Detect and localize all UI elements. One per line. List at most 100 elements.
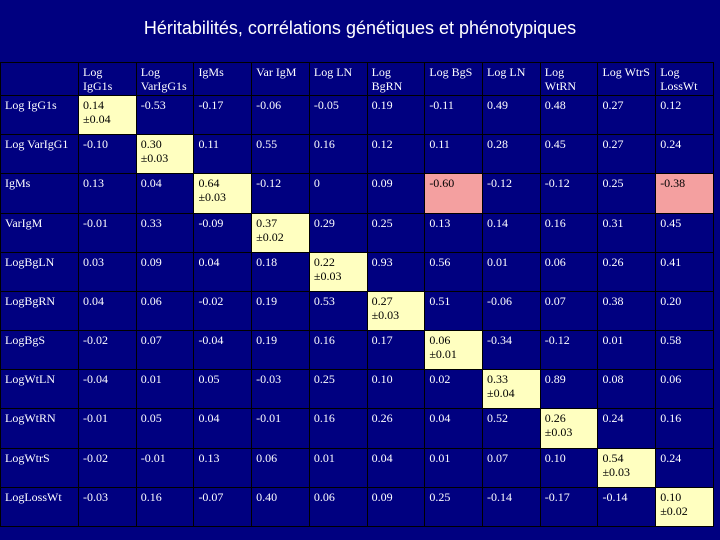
table-row: IgMs 0.13 0.04 0.64 ±0.03 -0.12 0 0.09 -0.60 -0.…: [0, 173, 714, 214]
correlation-cell: -0.09: [193, 212, 253, 253]
correlation-cell: 0.58: [655, 330, 714, 371]
heritability-cell: 0.33 ±0.04: [482, 369, 541, 410]
correlation-cell: 0.14: [482, 212, 541, 253]
column-header: Log VarIgG1s: [135, 62, 195, 96]
correlation-cell: 0.16: [655, 408, 714, 449]
correlation-cell: 0.16: [308, 330, 368, 371]
correlation-cell: 0.27: [597, 94, 657, 136]
correlation-cell: 0.45: [655, 212, 714, 253]
correlation-cell: 0.02: [424, 369, 484, 410]
correlation-cell: 0.01: [482, 251, 541, 292]
correlation-cell: -0.12: [539, 330, 599, 371]
table-row: VarIgM -0.01 0.33 -0.09 0.37 ±0.02 0.29 0.25 0.…: [0, 212, 714, 253]
correlation-cell: 0.08: [597, 369, 657, 410]
correlation-cell: 0.19: [251, 290, 310, 332]
correlation-cell: -0.02: [78, 330, 137, 371]
correlation-cell: 0.33: [135, 212, 195, 253]
header-row: Log IgG1s Log VarIgG1s IgMs Var IgM Log …: [0, 62, 714, 96]
correlation-cell: 0.07: [482, 447, 541, 488]
correlation-cell: 0.25: [308, 369, 368, 410]
row-header: IgMs: [0, 173, 79, 214]
column-header: Log IgG1s: [78, 62, 137, 96]
correlation-cell: 0.01: [424, 447, 484, 488]
table-row: Log VarIgG1 -0.10 0.30 ±0.03 0.11 0.55 0.16 0.…: [0, 134, 714, 175]
correlation-cell: 0.24: [655, 134, 714, 175]
correlation-cell: -0.06: [482, 290, 541, 332]
table-row: LogWtrS -0.02 -0.01 0.13 0.06 0.01 0.04 0.01 0.0…: [0, 447, 714, 488]
row-header: LogBgRN: [0, 290, 79, 332]
correlation-cell: 0.25: [424, 486, 484, 528]
row-header: LogWtLN: [0, 369, 79, 410]
correlation-cell: 0.04: [135, 173, 195, 214]
correlation-cell: 0.18: [251, 251, 310, 292]
correlation-cell: 0.10: [366, 369, 426, 410]
correlation-cell: 0.07: [539, 290, 599, 332]
table-row: LogBgRN 0.04 0.06 -0.02 0.19 0.53 0.27 ±0.03 0.…: [0, 290, 714, 332]
heritability-cell: 0.64 ±0.03: [193, 173, 253, 214]
correlation-cell: -0.06: [251, 94, 310, 136]
heritability-cell: 0.27 ±0.03: [366, 290, 426, 332]
correlation-cell: -0.53: [135, 94, 195, 136]
correlation-cell: 0.29: [308, 212, 368, 253]
correlation-cell: 0.17: [366, 330, 426, 371]
correlation-cell: 0.05: [193, 369, 253, 410]
heritability-cell: 0.30 ±0.03: [135, 134, 195, 175]
column-header: Var IgM: [251, 62, 310, 96]
correlation-cell: -0.03: [251, 369, 310, 410]
column-header: Log LN: [482, 62, 541, 96]
row-header: LogWtrS: [0, 447, 79, 488]
correlation-cell: 0: [308, 173, 368, 214]
correlation-cell: -0.01: [78, 212, 137, 253]
correlation-cell: 0.25: [366, 212, 426, 253]
correlation-cell: 0.06: [539, 251, 599, 292]
correlation-cell: 0.11: [193, 134, 253, 175]
correlation-cell: 0.13: [78, 173, 137, 214]
correlation-cell: 0.16: [308, 134, 368, 175]
correlation-cell: -0.34: [482, 330, 541, 371]
correlation-cell: 0.13: [193, 447, 253, 488]
correlation-cell: 0.13: [424, 212, 484, 253]
column-header: Log BgRN: [366, 62, 426, 96]
heritability-cell: 0.14 ±0.04: [78, 94, 137, 136]
correlation-cell: -0.03: [78, 486, 137, 528]
correlation-cell: 0.06: [308, 486, 368, 528]
correlation-cell: 0.53: [308, 290, 368, 332]
correlation-cell: 0.06: [135, 290, 195, 332]
heritability-cell: 0.26 ±0.03: [539, 408, 599, 449]
correlation-cell: 0.04: [424, 408, 484, 449]
correlation-cell: 0.19: [366, 94, 426, 136]
correlation-cell: -0.02: [78, 447, 137, 488]
correlation-cell: -0.11: [424, 94, 484, 136]
highlighted-correlation-cell: -0.60: [424, 173, 484, 214]
correlation-cell: 0.09: [135, 251, 195, 292]
correlation-cell: 0.56: [424, 251, 484, 292]
correlation-cell: 0.04: [78, 290, 137, 332]
correlation-cell: -0.02: [193, 290, 253, 332]
correlation-cell: -0.05: [308, 94, 368, 136]
correlation-cell: 0.11: [424, 134, 484, 175]
correlation-cell: 0.07: [135, 330, 195, 371]
correlation-cell: 0.20: [655, 290, 714, 332]
correlation-cell: 0.51: [424, 290, 484, 332]
correlation-cell: -0.17: [193, 94, 253, 136]
correlation-cell: 0.25: [597, 173, 657, 214]
table-row: LogWtRN -0.01 0.05 0.04 -0.01 0.16 0.26 0.04 0.5…: [0, 408, 714, 449]
correlation-cell: 0.01: [308, 447, 368, 488]
correlation-cell: 0.16: [308, 408, 368, 449]
correlation-cell: -0.04: [193, 330, 253, 371]
correlation-cell: 0.03: [78, 251, 137, 292]
correlation-cell: -0.17: [539, 486, 599, 528]
correlation-cell: 0.24: [655, 447, 714, 488]
correlation-cell: 0.06: [655, 369, 714, 410]
correlation-cell: 0.19: [251, 330, 310, 371]
correlation-cell: 0.12: [655, 94, 714, 136]
correlation-cell: -0.14: [597, 486, 657, 528]
highlighted-correlation-cell: -0.38: [655, 173, 714, 214]
correlation-cell: 0.45: [539, 134, 599, 175]
correlation-cell: 0.01: [597, 330, 657, 371]
correlation-cell: 0.09: [366, 486, 426, 528]
correlation-cell: 0.26: [366, 408, 426, 449]
table-row: LogWtLN -0.04 0.01 0.05 -0.03 0.25 0.10 0.02 0.3…: [0, 369, 714, 410]
correlation-cell: 0.09: [366, 173, 426, 214]
column-header: Log LN: [308, 62, 368, 96]
